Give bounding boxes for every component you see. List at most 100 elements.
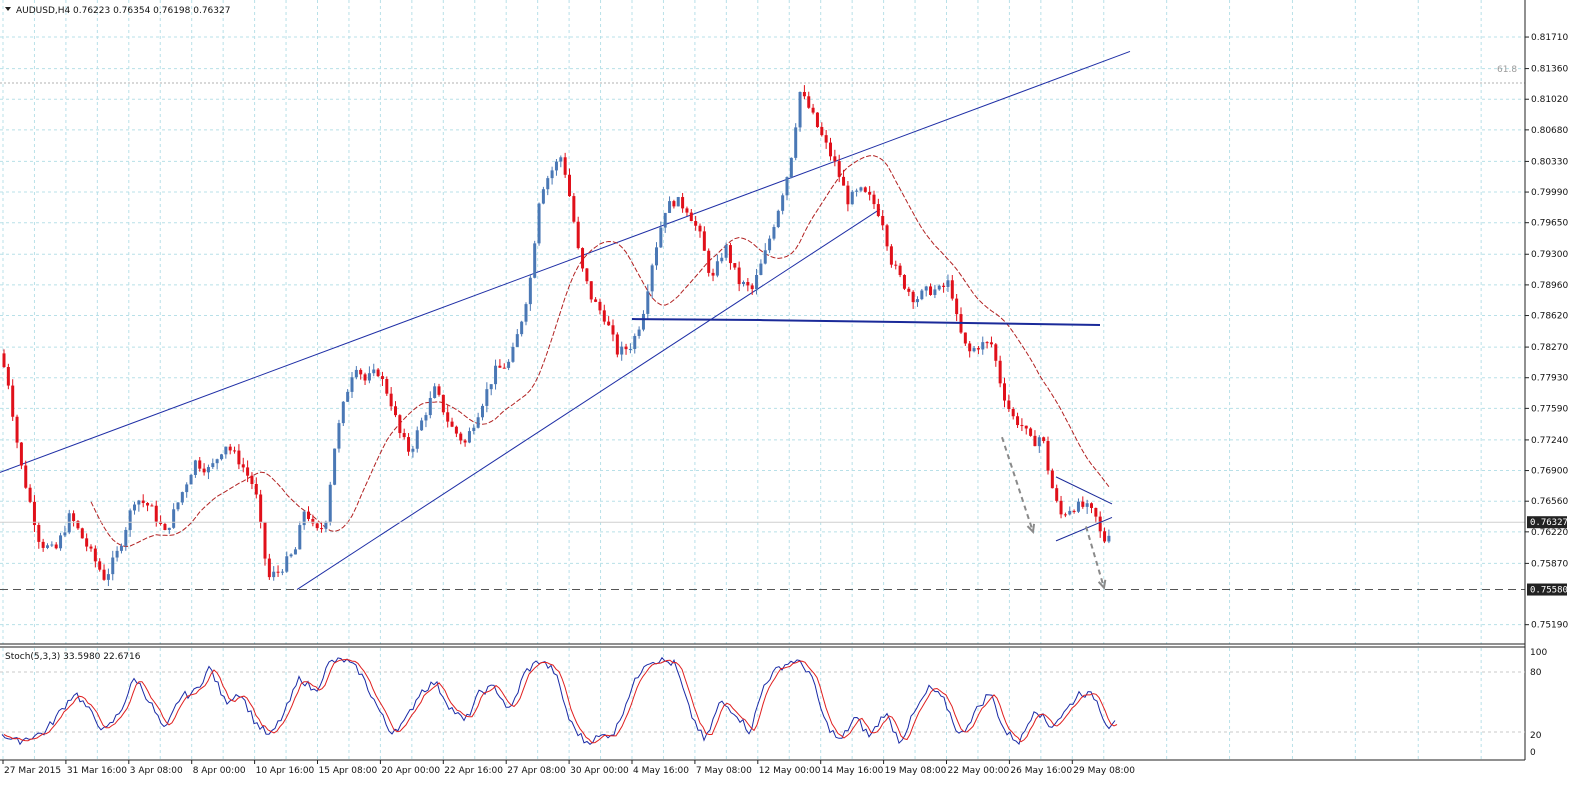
chart-header: AUDUSD,H4 0.76223 0.76354 0.76198 0.7632… xyxy=(5,6,230,16)
candle-body xyxy=(711,272,715,276)
fib-layer: 61.8 xyxy=(0,65,1525,84)
trend-channel xyxy=(0,50,1131,590)
candle-body xyxy=(576,221,580,249)
candle-body xyxy=(650,265,654,292)
candle-body xyxy=(511,346,515,362)
candle-body xyxy=(193,460,197,475)
candle-body xyxy=(715,261,719,276)
candle-body xyxy=(446,412,450,422)
candle-body xyxy=(476,417,480,428)
candle-body xyxy=(659,227,663,248)
candle-body xyxy=(950,280,954,299)
grid-layer xyxy=(0,0,1525,644)
y-tick-label: 0.77930 xyxy=(1531,374,1568,384)
candle-body xyxy=(98,561,102,570)
candle-body xyxy=(172,509,176,528)
y-tick-label: 0.75190 xyxy=(1531,621,1568,631)
stoch-axis-20: 20 xyxy=(1530,731,1542,741)
stoch-axis-80: 80 xyxy=(1530,668,1542,678)
triangle-lower-line xyxy=(1055,516,1113,542)
x-tick-label: 27 Apr 08:00 xyxy=(507,766,566,776)
candle-body xyxy=(837,161,841,177)
candle-body xyxy=(411,448,415,452)
candle-body xyxy=(1003,383,1006,401)
candle-body xyxy=(315,523,319,529)
candle-body xyxy=(968,343,972,352)
candle-body xyxy=(224,446,228,455)
candle-body xyxy=(902,275,906,289)
candle-body xyxy=(333,448,337,485)
x-tick-label: 22 Apr 16:00 xyxy=(444,766,503,776)
candle-body xyxy=(681,197,685,209)
candle-body xyxy=(263,522,267,559)
candle-body xyxy=(515,334,519,347)
candle-body xyxy=(1090,503,1093,508)
candle-body xyxy=(428,397,432,416)
candle-body xyxy=(1033,435,1037,447)
candle-body xyxy=(293,549,297,555)
candle-body xyxy=(689,212,693,222)
dashed-arrow-1-head xyxy=(1026,523,1036,535)
candle-body xyxy=(220,454,223,460)
candle-body xyxy=(298,525,302,550)
x-tick-label: 30 Apr 00:00 xyxy=(570,766,629,776)
candle-body xyxy=(933,289,937,295)
candle-body xyxy=(154,505,158,522)
x-tick-label: 19 May 08:00 xyxy=(885,766,947,776)
channel-lower-line xyxy=(0,50,1131,473)
candle-body xyxy=(1037,437,1041,447)
candle-body xyxy=(794,127,798,158)
candle-body xyxy=(829,142,832,157)
candle-body xyxy=(1042,437,1046,442)
candlesticks xyxy=(2,85,1111,587)
candle-body xyxy=(485,389,489,406)
candle-body xyxy=(163,523,167,530)
candle-body xyxy=(320,528,324,530)
candle-body xyxy=(1076,501,1080,512)
candle-body xyxy=(24,465,28,488)
candle-body xyxy=(920,290,924,300)
stoch-main-line xyxy=(1,656,1116,746)
candle-body xyxy=(150,505,154,507)
y-tick-label: 0.76900 xyxy=(1531,467,1568,477)
candle-body xyxy=(633,335,637,349)
candle-body xyxy=(1068,510,1072,515)
x-tick-label: 29 May 08:00 xyxy=(1073,766,1135,776)
candle-body xyxy=(437,386,441,395)
candle-body xyxy=(11,385,15,417)
candle-body xyxy=(733,263,737,268)
candle-body xyxy=(541,189,545,204)
candle-body xyxy=(1081,501,1085,507)
candle-body xyxy=(372,369,376,374)
candle-body xyxy=(881,215,885,226)
candle-body xyxy=(946,280,950,287)
candle-body xyxy=(885,225,889,247)
candle-body xyxy=(563,157,567,175)
horizontal-resistance-line xyxy=(631,318,1101,327)
candle-body xyxy=(872,194,876,205)
candle-body xyxy=(802,91,806,97)
candle-body xyxy=(859,187,863,191)
candle-body xyxy=(498,365,502,368)
candle-body xyxy=(415,430,419,449)
symbol-label: AUDUSD,H4 xyxy=(16,6,71,16)
candle-body xyxy=(924,286,928,291)
candle-body xyxy=(202,468,206,473)
candle-body xyxy=(15,416,19,443)
candle-body xyxy=(280,571,284,573)
candle-body xyxy=(698,225,702,232)
candle-body xyxy=(768,238,772,251)
candle-body xyxy=(363,374,367,381)
x-tick-label: 3 Apr 08:00 xyxy=(130,766,183,776)
candle-body xyxy=(80,528,84,539)
candle-body xyxy=(394,406,397,416)
candle-body xyxy=(520,321,524,335)
candle-body xyxy=(128,510,132,530)
candle-body xyxy=(694,221,698,226)
candle-body xyxy=(976,348,980,350)
candle-body xyxy=(354,369,358,378)
candle-body xyxy=(176,502,180,510)
y-tick-label: 0.79990 xyxy=(1531,188,1568,198)
y-tick-label: 0.78960 xyxy=(1531,281,1568,291)
triangle-down-icon[interactable] xyxy=(5,7,11,11)
